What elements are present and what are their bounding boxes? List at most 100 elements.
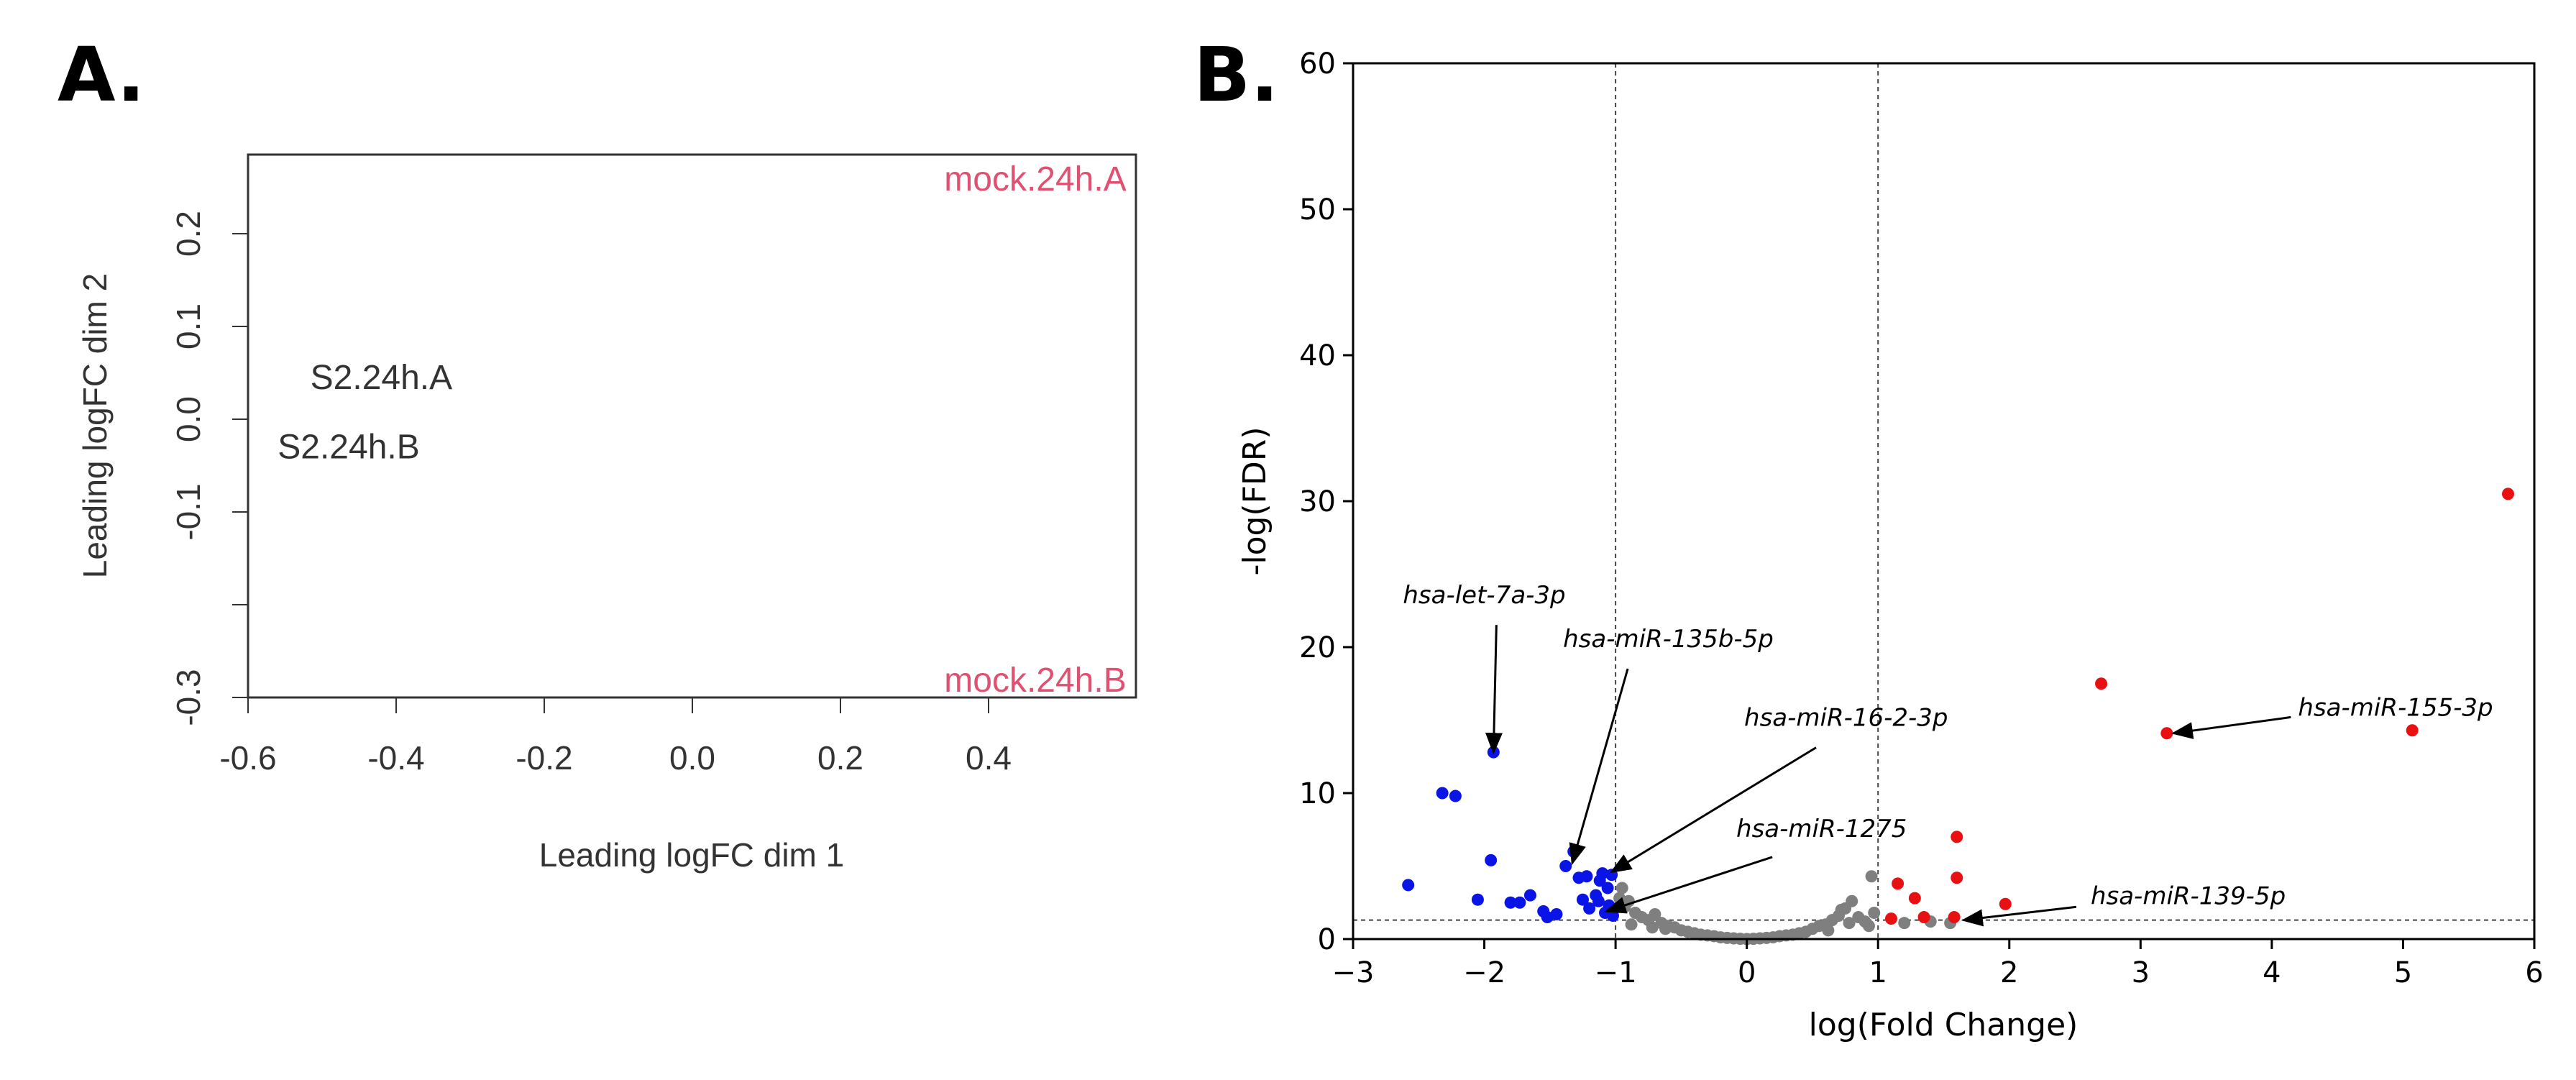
volcano-point-down (1583, 902, 1596, 915)
mds-sample-label: S2.24h.A (311, 359, 452, 397)
mds-y-tick-label: 0.1 (170, 303, 207, 349)
volcano-point-not-significant (1898, 917, 1911, 930)
volcano-point-down (1576, 893, 1589, 906)
volcano-point-up (1951, 830, 1963, 843)
mds-sample-label: S2.24h.B (278, 429, 419, 467)
volcano-point-not-significant (1843, 917, 1856, 930)
volcano-point-up (2095, 677, 2108, 690)
mds-x-tick-label: 0.2 (817, 739, 863, 777)
volcano-y-tick-label: 20 (1299, 631, 1336, 664)
volcano-annotation-arrow (1485, 625, 1503, 755)
mds-samples: mock.24h.A mock.24h.B S2.24h.A S2.24h.B (278, 160, 1126, 700)
volcano-point-up (1917, 911, 1930, 924)
mds-x-tick-label: -0.6 (219, 739, 276, 777)
volcano-point-down (1596, 867, 1609, 880)
volcano-x-tick-label: −1 (1595, 956, 1637, 989)
volcano-annotation-label: hsa-let-7a-3p (1403, 581, 1565, 610)
volcano-point-not-significant (1822, 924, 1835, 937)
volcano-point-not-significant (1862, 920, 1875, 933)
volcano-x-axis: −3 −2 −1 0 1 2 3 4 5 6 (1332, 939, 2544, 989)
volcano-point-up (2160, 727, 2173, 740)
volcano-threshold-lines (1353, 63, 2534, 939)
volcano-point-not-significant (1659, 923, 1672, 935)
volcano-point-not-significant (1649, 907, 1661, 920)
volcano-point-down (1504, 896, 1517, 909)
volcano-y-tick-label: 30 (1299, 485, 1336, 518)
volcano-y-tick-label: 50 (1299, 193, 1336, 226)
volcano-y-tick-label: 40 (1299, 339, 1336, 372)
volcano-point-down (1402, 879, 1415, 892)
volcano-point-not-significant (1646, 921, 1659, 934)
mds-y-tick-label: -0.3 (170, 669, 207, 726)
mds-sample-label: mock.24h.B (944, 662, 1126, 700)
mds-plot-frame (247, 153, 1137, 699)
volcano-point-not-significant (1846, 894, 1858, 907)
volcano-annotation-label: hsa-miR-155-3p (2298, 693, 2493, 722)
mds-x-tick-label: 0.0 (669, 739, 715, 777)
mds-y-tick-label: -0.1 (170, 483, 207, 540)
volcano-point-down (1559, 860, 1572, 872)
volcano-x-tick-label: 5 (2394, 956, 2412, 989)
volcano-annotation-label: hsa-miR-16-2-3p (1744, 704, 1948, 733)
volcano-annotations: hsa-let-7a-3p hsa-miR-135b-5p hsa-miR-16-2… (1403, 581, 2493, 927)
volcano-y-axis-label: -log(FDR) (1237, 426, 1273, 575)
volcano-point-up (1948, 911, 1961, 924)
panel-b-volcano-plot: B. hsa-let-7a-3p hsa-miR-135b-5p hsa-miR-1… (1193, 31, 2544, 1043)
volcano-x-tick-label: 3 (2132, 956, 2150, 989)
volcano-point-up (1908, 892, 1921, 905)
volcano-point-up (1892, 877, 1905, 890)
volcano-point-not-significant (1868, 906, 1881, 919)
volcano-annotation-arrow (2171, 715, 2291, 739)
volcano-point-up (2406, 724, 2419, 737)
volcano-point-up (2501, 488, 2514, 500)
panel-a-label: A. (58, 31, 145, 119)
volcano-y-tick-label: 10 (1299, 777, 1336, 810)
volcano-points (1402, 488, 2514, 946)
volcano-point-down (1485, 854, 1498, 866)
volcano-y-axis: 0 10 20 30 40 50 60 (1299, 47, 1353, 956)
mds-x-tick-label: -0.4 (367, 739, 424, 777)
volcano-x-tick-label: 1 (1869, 956, 1887, 989)
volcano-point-up (1951, 871, 1963, 884)
volcano-x-tick-label: −3 (1332, 956, 1375, 989)
volcano-point-not-significant (1615, 882, 1628, 894)
volcano-point-up (1884, 912, 1897, 925)
volcano-x-tick-label: −2 (1463, 956, 1505, 989)
volcano-x-tick-label: 2 (2000, 956, 2018, 989)
mds-y-axis-label: Leading logFC dim 2 (76, 273, 114, 578)
volcano-point-down (1550, 907, 1563, 920)
volcano-annotation-label: hsa-miR-135b-5p (1563, 625, 1774, 654)
volcano-x-tick-label: 4 (2263, 956, 2281, 989)
volcano-point-down (1523, 889, 1536, 902)
volcano-point-down (1513, 896, 1526, 909)
panel-a-mds-plot: A. -0.6 -0.4 -0.2 0.0 0.2 0.4 -0.3 -0.1 0.0 0.1 0… (58, 31, 1137, 874)
mds-x-tick-label: -0.2 (515, 739, 572, 777)
mds-x-axis-label: Leading logFC dim 1 (539, 836, 844, 874)
volcano-point-down (1449, 790, 1462, 802)
volcano-point-down (1580, 870, 1593, 883)
volcano-point-not-significant (1865, 870, 1878, 883)
volcano-point-down (1601, 882, 1614, 894)
volcano-y-tick-label: 60 (1299, 47, 1336, 81)
volcano-point-up (1999, 897, 2012, 910)
mds-sample-label: mock.24h.A (944, 160, 1126, 198)
volcano-point-down (1436, 787, 1449, 800)
volcano-x-tick-label: 6 (2525, 956, 2543, 989)
volcano-point-down (1471, 893, 1484, 906)
volcano-annotation-arrow (1961, 905, 2077, 927)
volcano-x-tick-label: 0 (1738, 956, 1756, 989)
volcano-point-down (1592, 894, 1605, 907)
volcano-x-axis-label: log(Fold Change) (1809, 1007, 2078, 1043)
volcano-y-tick-label: 0 (1318, 923, 1336, 956)
volcano-annotation-label: hsa-miR-1275 (1736, 815, 1907, 843)
volcano-point-down (1541, 911, 1554, 924)
volcano-annotation-arrow (1604, 856, 1773, 914)
mds-x-tick-label: 0.4 (966, 739, 1012, 777)
volcano-annotation-label: hsa-miR-139-5p (2091, 882, 2286, 910)
volcano-annotation-arrow (1610, 746, 1817, 874)
mds-y-tick-label: 0.0 (170, 396, 207, 442)
mds-y-tick-label: 0.2 (170, 211, 207, 257)
mds-y-axis: -0.3 -0.1 0.0 0.1 0.2 (170, 211, 249, 726)
mds-x-axis: -0.6 -0.4 -0.2 0.0 0.2 0.4 (219, 697, 1012, 777)
